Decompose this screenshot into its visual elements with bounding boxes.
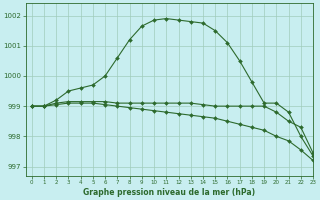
X-axis label: Graphe pression niveau de la mer (hPa): Graphe pression niveau de la mer (hPa) [83, 188, 255, 197]
